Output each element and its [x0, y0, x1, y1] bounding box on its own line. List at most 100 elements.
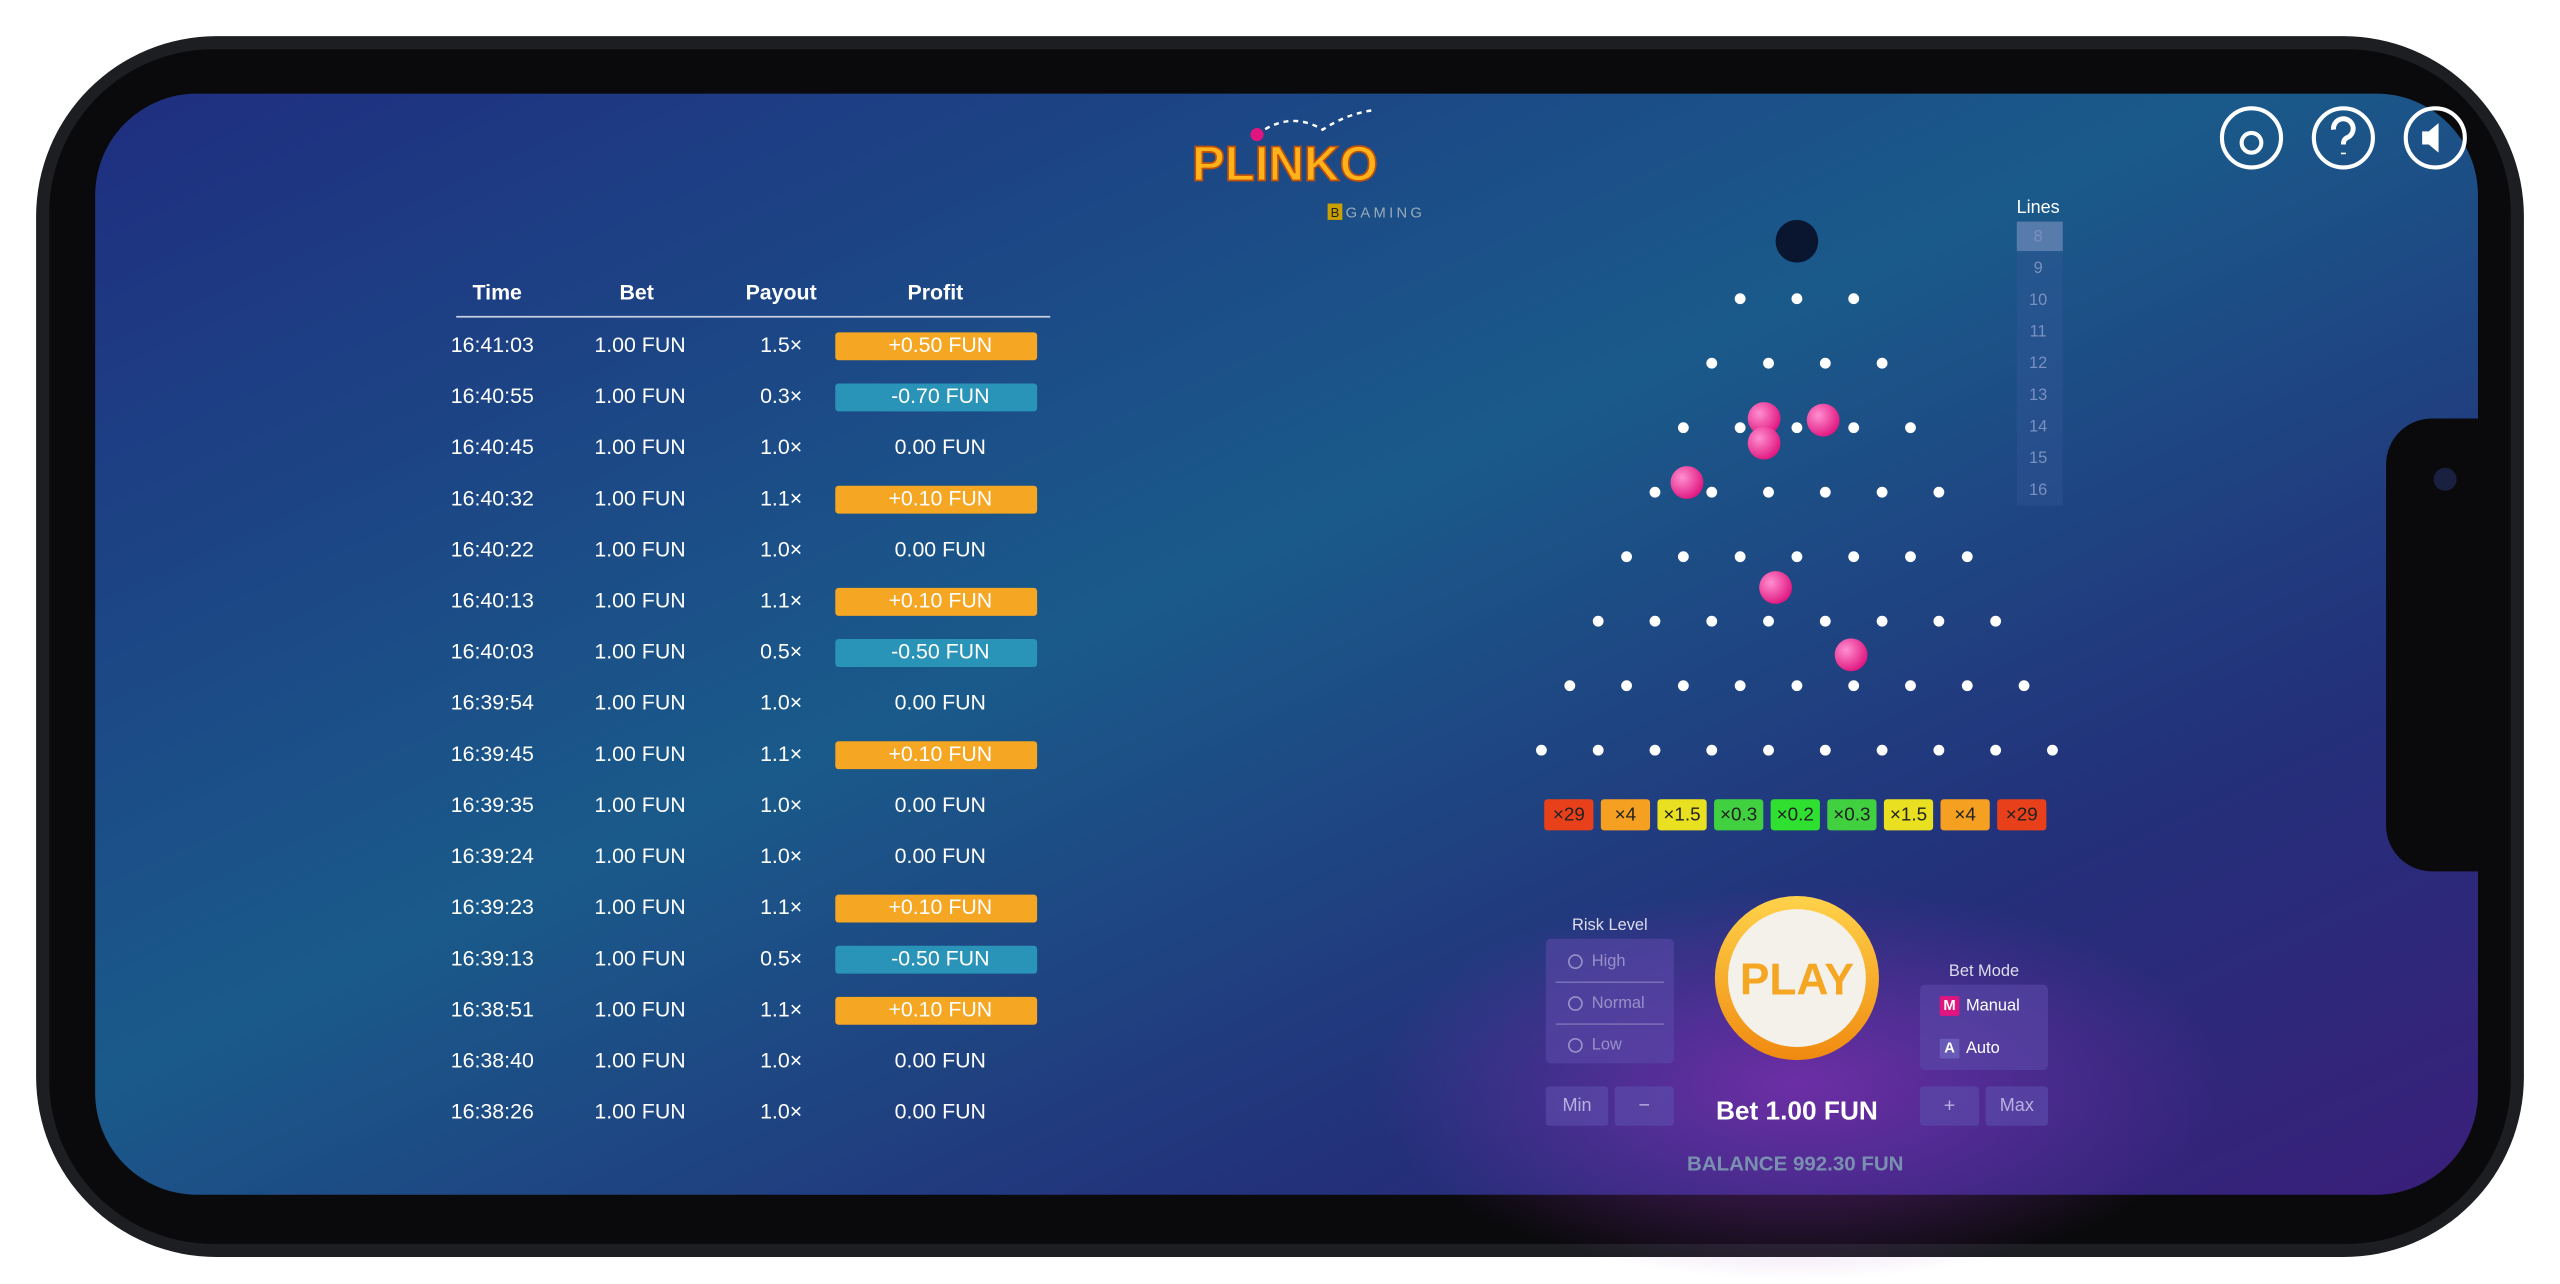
table-cell: +0.10 FUN: [888, 895, 992, 919]
medal-icon: [2239, 130, 2264, 155]
table-cell: +0.10 FUN: [888, 742, 992, 766]
mode-option[interactable]: Auto: [1966, 1039, 2000, 1057]
table-cell: 16:40:13: [451, 589, 534, 613]
brand: GAMING: [1346, 205, 1426, 221]
lines-option[interactable]: 13: [2029, 386, 2047, 404]
lines-selected: [2016, 221, 2063, 252]
table-cell: 0.3×: [760, 384, 802, 408]
peg: [1706, 744, 1718, 756]
drop-hole: [1775, 219, 1819, 263]
profit-badge-loss: [835, 639, 1038, 667]
ball: [1670, 466, 1704, 499]
multiplier-slot: [1714, 799, 1764, 831]
help-button[interactable]: [2311, 106, 2375, 170]
table-cell: 16:38:40: [451, 1049, 534, 1073]
peg: [1848, 680, 1860, 692]
table-cell: 16:39:54: [451, 691, 534, 715]
lines-option[interactable]: 16: [2029, 481, 2047, 499]
toolbar: [2219, 106, 2467, 170]
table-cell: 0.00 FUN: [895, 844, 986, 868]
table-cell: 1.00 FUN: [594, 691, 685, 715]
table-cell: 16:40:45: [451, 435, 534, 459]
peg: [1905, 680, 1916, 692]
table-cell: 0.00 FUN: [895, 1049, 986, 1073]
table-cell: 16:40:03: [451, 640, 534, 664]
multiplier-slot: [1827, 799, 1877, 831]
profit-badge-win: [835, 332, 1038, 361]
lines-option[interactable]: 8: [2034, 227, 2043, 245]
peg: [1706, 615, 1718, 627]
table-cell: 1.00 FUN: [594, 844, 685, 868]
table-cell: +0.10 FUN: [888, 997, 992, 1021]
risk-option[interactable]: Normal: [1592, 994, 1645, 1012]
plus-button[interactable]: [1920, 1086, 1980, 1126]
table-cell: 1.0×: [760, 1049, 802, 1073]
ball: [1834, 638, 1868, 672]
peg: [1564, 680, 1576, 692]
table-cell: 1.00 FUN: [594, 1049, 685, 1073]
peg: [1990, 744, 2002, 756]
table-cell: 1.0×: [760, 435, 802, 459]
profit-badge-loss: [835, 945, 1038, 974]
lines-option[interactable]: 15: [2029, 449, 2047, 467]
peg: [1905, 551, 1916, 563]
table-cell: 1.00 FUN: [594, 946, 685, 970]
table-cell: 16:39:23: [451, 895, 534, 919]
peg: [1876, 357, 1888, 369]
max-label: Max: [2000, 1095, 2034, 1115]
lines-panel: [2016, 221, 2063, 506]
peg: [1734, 422, 1746, 434]
table-cell: +0.10 FUN: [888, 589, 992, 613]
lines-option[interactable]: 11: [2030, 323, 2047, 341]
mode-key-box: [1939, 1038, 1960, 1059]
table-cell: 0.00 FUN: [895, 435, 986, 459]
peg: [1763, 615, 1774, 627]
minus-button[interactable]: [1614, 1086, 1674, 1126]
lines-option[interactable]: 14: [2029, 418, 2047, 436]
column-header: Payout: [746, 280, 817, 304]
achievements-button[interactable]: [2219, 106, 2284, 170]
sound-icon: [2422, 123, 2439, 153]
table-cell: 1.0×: [760, 793, 802, 817]
risk-option[interactable]: High: [1592, 952, 1626, 970]
peg: [1621, 680, 1632, 692]
table-cell: 16:40:22: [451, 537, 534, 561]
table-cell: 1.0×: [760, 691, 802, 715]
peg: [1706, 357, 1718, 369]
mode-key-box: [1939, 996, 1960, 1016]
table-cell: 1.00 FUN: [594, 640, 685, 664]
table-cell: 16:38:26: [451, 1100, 534, 1124]
ball: [1759, 571, 1792, 604]
play-label: PLAY: [1740, 956, 1854, 1005]
table-cell: 1.00 FUN: [594, 589, 685, 613]
risk-option[interactable]: Low: [1592, 1036, 1622, 1054]
peg: [1592, 615, 1604, 627]
min-button[interactable]: [1545, 1086, 1609, 1126]
table-cell: 1.00 FUN: [594, 1100, 685, 1124]
camera: [2433, 467, 2457, 491]
max-button[interactable]: [1985, 1086, 2048, 1126]
peg: [2047, 744, 2058, 756]
column-header: Profit: [908, 280, 964, 304]
peg: [1791, 293, 1803, 305]
table-cell: 16:40:55: [451, 384, 534, 408]
table-cell: +0.50 FUN: [888, 333, 992, 357]
mode-option[interactable]: Manual: [1966, 996, 2020, 1014]
multiplier-label: ×0.2: [1777, 804, 1814, 825]
sound-button[interactable]: [2403, 106, 2467, 170]
table-cell: 0.00 FUN: [895, 793, 986, 817]
peg: [1763, 744, 1774, 756]
lines-option[interactable]: 12: [2029, 354, 2047, 372]
profit-badge-win: [835, 741, 1038, 770]
help-icon: [2331, 116, 2356, 155]
multiplier-slot: [1600, 799, 1651, 831]
multiplier-slot: [1997, 799, 2047, 831]
lines-option[interactable]: 10: [2029, 291, 2047, 309]
peg: [1734, 551, 1746, 563]
peg: [2018, 680, 2030, 692]
logo-ball: [1250, 128, 1264, 142]
peg: [1734, 293, 1746, 305]
lines-option[interactable]: 9: [2034, 259, 2043, 277]
table-cell: -0.50 FUN: [891, 946, 989, 970]
